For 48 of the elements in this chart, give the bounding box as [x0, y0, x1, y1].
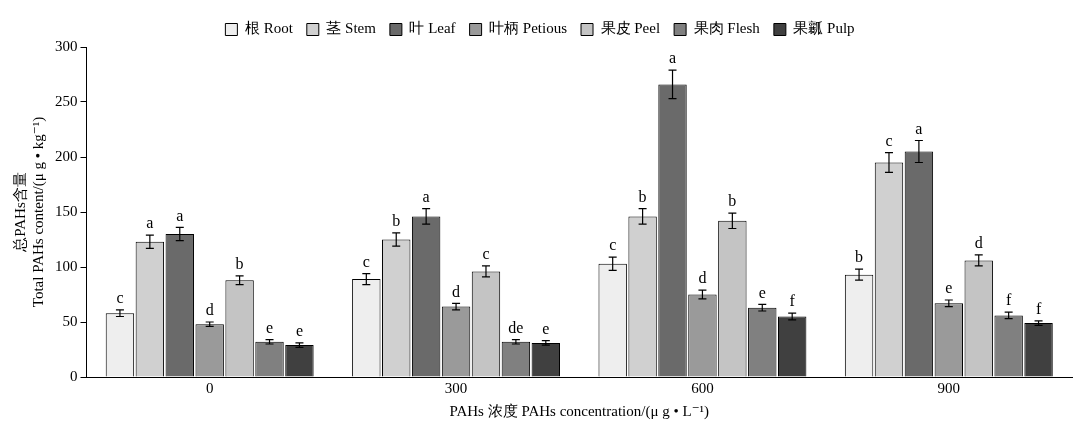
data-label: b	[638, 187, 647, 205]
data-label: c	[885, 131, 893, 149]
data-label: a	[915, 119, 923, 137]
x-tick-label: 300	[444, 379, 468, 396]
x-tick-label: 600	[691, 379, 714, 396]
data-label: f	[1035, 300, 1042, 318]
data-label: a	[146, 214, 154, 232]
data-label: c	[362, 252, 370, 270]
data-label: a	[176, 206, 184, 224]
legend-label: 果瓤 Pulp	[793, 20, 855, 37]
data-label: a	[668, 49, 677, 67]
data-label: c	[482, 245, 490, 263]
x-axis-title: PAHs 浓度 PAHs concentration/(μ g • L⁻¹)	[449, 402, 710, 420]
data-label: e	[758, 283, 766, 301]
legend-label: 茎 Stem	[326, 20, 377, 37]
data-label: d	[974, 234, 983, 252]
x-tick-label: 900	[937, 379, 961, 396]
data-label: f	[789, 292, 796, 310]
legend-label: 果肉 Flesh	[693, 20, 761, 37]
y-tick-label: 50	[62, 312, 78, 329]
legend-label: 叶柄 Petious	[489, 20, 568, 37]
legend-label: 根 Root	[244, 20, 294, 37]
data-label: d	[452, 282, 461, 300]
data-label: b	[855, 248, 864, 266]
data-label: b	[728, 192, 737, 210]
x-tick-label: 0	[205, 379, 214, 396]
data-label: e	[542, 319, 550, 337]
data-label: e	[265, 318, 274, 336]
data-label: d	[698, 269, 707, 287]
data-label: b	[392, 212, 401, 230]
y-tick-label: 200	[55, 147, 78, 164]
data-label: e	[945, 279, 953, 297]
data-label: de	[508, 318, 524, 336]
data-label: f	[1005, 291, 1012, 309]
data-label: c	[609, 236, 617, 254]
data-label: d	[205, 301, 214, 319]
y-tick-label: 100	[55, 257, 78, 274]
y-tick-label: 250	[55, 92, 78, 109]
legend-label: 叶 Leaf	[409, 20, 456, 37]
y-tick-label: 150	[55, 202, 78, 219]
y-tick-label: 0	[70, 367, 78, 384]
data-label: e	[295, 322, 303, 340]
legend-label: 果皮 Peel	[600, 20, 661, 37]
y-axis-title: 总PAHs含量 Total PAHs content/(μ g • kg⁻¹)	[11, 116, 47, 308]
data-label: c	[116, 289, 124, 307]
data-label: b	[235, 255, 244, 272]
data-label: a	[422, 187, 430, 205]
y-tick-label: 300	[55, 37, 78, 54]
